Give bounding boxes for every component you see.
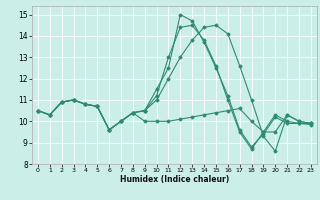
X-axis label: Humidex (Indice chaleur): Humidex (Indice chaleur) <box>120 175 229 184</box>
